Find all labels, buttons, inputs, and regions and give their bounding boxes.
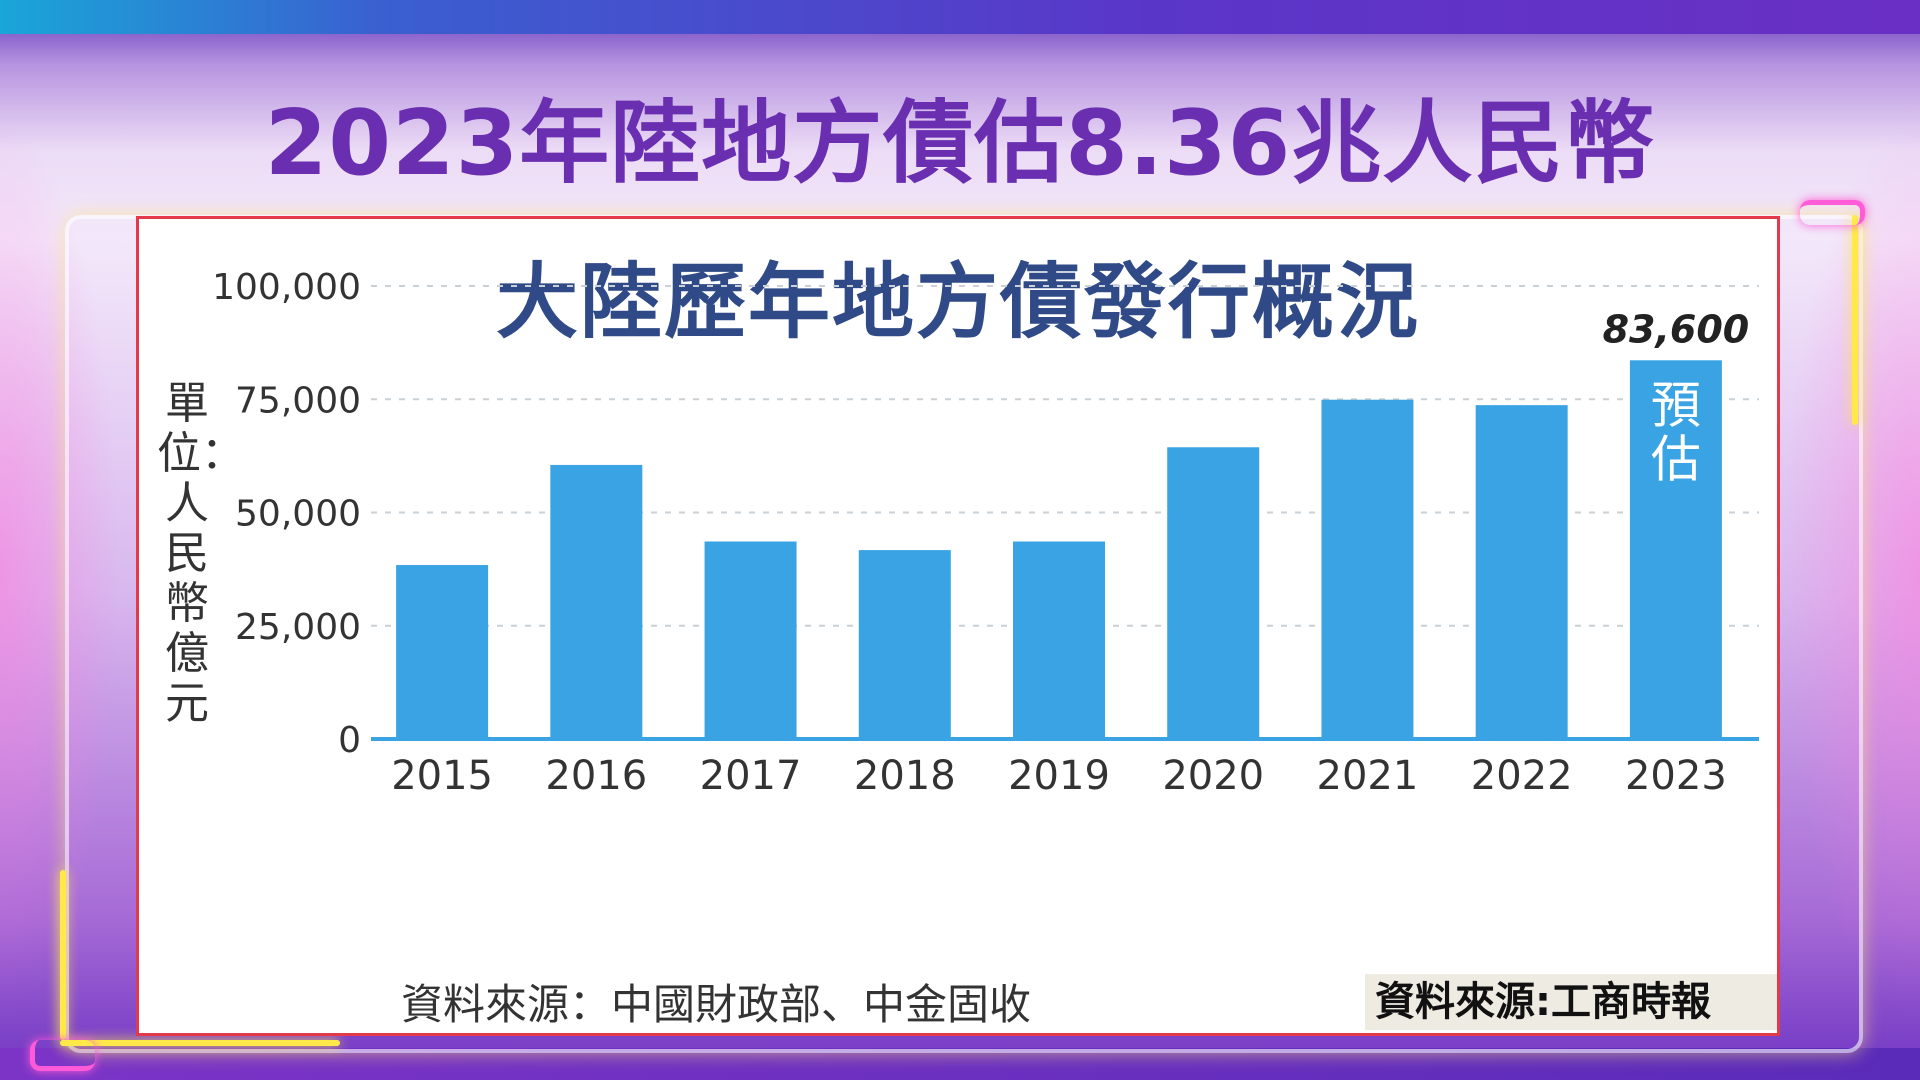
neon-accent-right [1852, 215, 1858, 425]
y-tick-label: 100,000 [212, 267, 361, 308]
bar-2015 [396, 565, 489, 739]
x-tick-label: 2022 [1471, 753, 1573, 799]
news-source-text: 資料來源:工商時報 [1365, 974, 1777, 1030]
data-label-2023: 83,600 [1603, 307, 1750, 351]
bar-2016 [550, 464, 643, 739]
y-tick-label: 0 [338, 720, 361, 761]
x-tick-label: 2017 [700, 753, 802, 799]
bar-2022 [1475, 405, 1568, 739]
bottom-decor-band [0, 1048, 1920, 1080]
neon-accent-bottom [60, 1040, 340, 1046]
bar-inside-label: 預 [1651, 376, 1701, 434]
chart-title: 大陸歷年地方債發行概況 [495, 255, 1420, 350]
bar-2020 [1167, 447, 1260, 739]
x-tick-label: 2021 [1317, 753, 1419, 799]
y-tick-label: 25,000 [235, 607, 361, 648]
neon-pink-corner-top-right [1800, 200, 1865, 225]
chart-panel: 大陸歷年地方債發行概況 單位：人民幣億元 0 25,000 50,000 75,000… [136, 216, 1780, 1036]
x-tick-label: 2020 [1162, 753, 1264, 799]
x-tick-label: 2016 [545, 753, 647, 799]
y-axis-unit-label: 單位：人民幣億元 [157, 378, 245, 729]
page-title: 2023年陸地方債估8.36兆人民幣 [264, 91, 1656, 196]
top-decor-band [0, 0, 1920, 34]
bar-2018 [858, 550, 951, 739]
y-tick-label: 50,000 [235, 494, 361, 535]
x-tick-label: 2019 [1008, 753, 1110, 799]
right-glow-decor [1780, 120, 1920, 1020]
chart-source-text: 資料來源：中國財政部、中金固收 [401, 980, 1032, 1029]
neon-accent-left [60, 870, 66, 1040]
y-tick-label: 75,000 [235, 380, 361, 421]
bar-inside-label: 估 [1651, 430, 1701, 488]
bar-2023 [1629, 360, 1722, 739]
x-tick-label: 2015 [391, 753, 493, 799]
x-tick-label: 2023 [1625, 753, 1727, 799]
bar-2019 [1013, 541, 1105, 739]
neon-pink-corner-bottom-left [30, 1040, 95, 1071]
bar-2021 [1321, 399, 1414, 739]
bar-chart: 0 25,000 50,000 75,000 100,000 2015 2016 2017 20… [212, 267, 1759, 799]
x-tick-label: 2018 [854, 753, 956, 799]
bar-2017 [704, 541, 797, 739]
